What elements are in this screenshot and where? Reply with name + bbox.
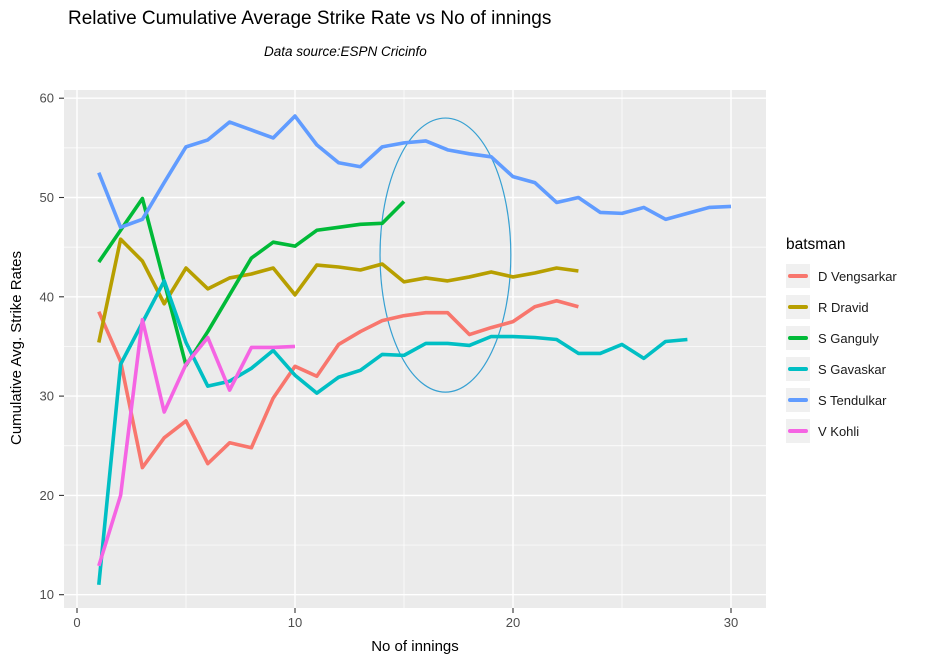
legend-swatch (788, 336, 808, 340)
legend-label: R Dravid (818, 299, 869, 315)
series-line-r-dravid (97, 237, 579, 343)
legend-label: V Kohli (818, 423, 860, 439)
legend-label: S Tendulkar (818, 392, 887, 408)
legend-items: D Vengsarkar R Dravid S Ganguly S Gavaskar S… (779, 264, 941, 443)
legend-swatch (788, 274, 808, 278)
legend-swatch (788, 398, 808, 402)
series-line-d-vengsarkar (97, 298, 579, 470)
legend-item: R Dravid (779, 295, 941, 319)
series-line-s-tendulkar (97, 114, 732, 230)
series-line-s-gavaskar (97, 279, 688, 585)
legend-key (786, 388, 810, 412)
y-tick-label: 20 (40, 488, 54, 503)
series-line-s-ganguly (97, 196, 406, 368)
legend-label: D Vengsarkar (818, 268, 897, 284)
series-line-v-kohli (97, 317, 296, 567)
x-axis-label: No of innings (371, 638, 459, 655)
chart-subtitle: Data source:ESPN Cricinfo (264, 44, 427, 59)
legend: batsman D Vengsarkar R Dravid S Ganguly S G… (779, 236, 941, 450)
x-tick-label: 30 (724, 615, 738, 630)
x-tick-label: 0 (73, 615, 80, 630)
y-tick-label: 40 (40, 289, 54, 304)
legend-key (786, 295, 810, 319)
legend-label: S Gavaskar (818, 361, 886, 377)
legend-swatch (788, 429, 808, 433)
chart-title: Relative Cumulative Average Strike Rate … (68, 8, 552, 29)
legend-swatch (788, 305, 808, 309)
y-tick-label: 60 (40, 91, 54, 106)
x-tick-label: 10 (288, 615, 302, 630)
legend-key (786, 326, 810, 350)
legend-item: S Gavaskar (779, 357, 941, 381)
legend-key (786, 357, 810, 381)
legend-title: batsman (786, 236, 846, 253)
y-tick-label: 50 (40, 190, 54, 205)
legend-item: S Tendulkar (779, 388, 941, 412)
legend-key (786, 419, 810, 443)
x-tick-label: 20 (506, 615, 520, 630)
legend-item: D Vengsarkar (779, 264, 941, 288)
legend-key (786, 264, 810, 288)
legend-item: V Kohli (779, 419, 941, 443)
y-axis-label: Cumulative Avg. Strike Rates (8, 251, 25, 445)
legend-label: S Ganguly (818, 330, 879, 346)
y-tick-label: 10 (40, 587, 54, 602)
legend-swatch (788, 367, 808, 371)
ellipse-annotation (379, 117, 512, 393)
y-tick-label: 30 (40, 389, 54, 404)
legend-item: S Ganguly (779, 326, 941, 350)
